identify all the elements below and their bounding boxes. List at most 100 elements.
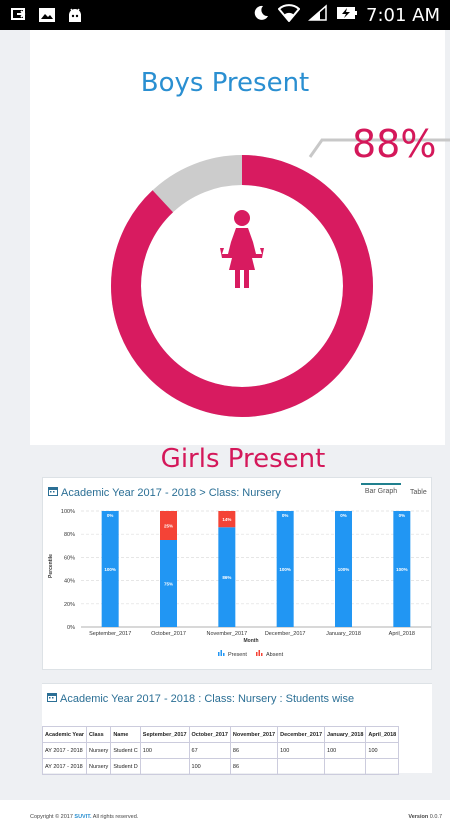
y-tick-label: 100% <box>61 509 75 515</box>
present-data-label: 100% <box>104 567 116 572</box>
column-header: Class <box>86 726 112 743</box>
table-header-row: Academic Year Class Name September_2017 Octo… <box>41 726 400 743</box>
table-cell: 100 <box>324 742 367 759</box>
absent-data-label: 14% <box>222 517 231 522</box>
x-tick-label: December_2017 <box>265 631 306 637</box>
dashboard-page: Boys Present 88% Girls Present Academic … <box>0 30 450 830</box>
table-cell <box>324 758 367 775</box>
absent-data-label: 0% <box>282 513 289 518</box>
table-cell <box>277 758 326 775</box>
present-data-label: 100% <box>338 567 350 572</box>
table-cell: 67 <box>188 742 231 759</box>
signal-icon <box>308 4 328 27</box>
rights-text: All rights reserved. <box>92 814 139 820</box>
tab-bar-graph[interactable]: Bar Graph <box>361 483 401 495</box>
copyright-text: Copyright © 2017 SUVIT. All rights reser… <box>30 814 138 820</box>
tab-table[interactable]: Table <box>410 489 427 496</box>
version-label: Version <box>408 814 429 820</box>
bar-present[interactable] <box>218 527 236 627</box>
bar-present[interactable] <box>393 511 411 627</box>
present-data-label: 100% <box>396 567 408 572</box>
column-header: November_2017 <box>229 726 279 743</box>
bar-present[interactable] <box>335 511 352 627</box>
chart-y-axis-label: Percentile <box>48 554 54 578</box>
table-cell: AY 2017 - 2018 <box>41 758 88 775</box>
legend-item-absent[interactable]: Absent <box>256 650 284 658</box>
column-header: December_2017 <box>277 726 326 743</box>
y-tick-label: 0% <box>67 625 75 631</box>
legend-item-present[interactable]: Present <box>218 650 247 658</box>
status-time: 7:01 AM <box>366 5 440 26</box>
x-tick-label: September_2017 <box>89 631 131 637</box>
legend-swatch <box>258 650 260 656</box>
bar-absent[interactable] <box>218 511 236 528</box>
legend-swatch <box>218 652 220 656</box>
table-cell: 100 <box>188 758 231 775</box>
column-header: Academic Year <box>41 726 88 743</box>
screen-cast-icon <box>10 6 28 29</box>
present-data-label: 100% <box>279 567 291 572</box>
image-icon <box>38 6 56 29</box>
table-cell: Student C <box>110 742 141 759</box>
absent-data-label: 0% <box>340 513 347 518</box>
attendance-chart-card: Academic Year 2017 - 2018 > Class: Nurse… <box>42 477 432 670</box>
table-cell: 86 <box>229 742 279 759</box>
x-tick-label: April_2018 <box>389 631 415 637</box>
x-tick-label: November_2017 <box>206 631 247 637</box>
table-cell <box>365 758 400 775</box>
table-cell: 100 <box>277 742 326 759</box>
donut-present-arc <box>111 155 373 417</box>
y-tick-label: 80% <box>64 532 75 538</box>
column-header: Name <box>110 726 141 743</box>
girls-present-title: Girls Present <box>160 444 326 474</box>
table-cell: 100 <box>139 742 190 759</box>
chart-legend: Present Absent <box>218 650 284 658</box>
girls-present-donut <box>111 138 450 417</box>
calendar-icon <box>47 692 57 705</box>
students-panel-heading: Academic Year 2017 - 2018 : Class: Nurse… <box>47 692 354 705</box>
bar-absent[interactable] <box>160 511 177 540</box>
chart-panel-title: Academic Year 2017 - 2018 > Class: Nurse… <box>61 486 281 499</box>
bar-present[interactable] <box>160 540 177 627</box>
present-data-label: 75% <box>164 582 173 587</box>
column-header: April_2018 <box>365 726 400 743</box>
legend-label: Present <box>228 652 247 658</box>
calendar-icon <box>48 486 58 499</box>
attendance-bar-chart: 0% 20% 40% 60% 80% 100% 100% 0% September_2017 75… <box>48 509 431 658</box>
table-cell: Student D <box>110 758 141 775</box>
column-header: October_2017 <box>188 726 231 743</box>
table-cell: AY 2017 - 2018 <box>41 742 88 759</box>
bar-present[interactable] <box>101 511 119 627</box>
table-cell <box>139 758 190 775</box>
do-not-disturb-icon <box>252 4 270 27</box>
column-header: September_2017 <box>139 726 190 743</box>
boys-present-title: Boys Present <box>140 68 310 98</box>
y-tick-label: 60% <box>64 555 75 561</box>
present-data-label: 86% <box>222 575 231 580</box>
absent-data-label: 25% <box>164 524 173 529</box>
table-row: AY 2017 - 2018 Nursery Student C 100 67 86 100… <box>41 742 400 759</box>
percent-leader-line <box>308 138 450 158</box>
bar-present[interactable] <box>276 511 294 627</box>
copyright-prefix: Copyright © 2017 <box>30 814 73 820</box>
legend-swatch <box>220 650 222 656</box>
brand-link[interactable]: SUVIT. <box>74 814 92 820</box>
absent-data-label: 0% <box>399 513 406 518</box>
x-tick-label: October_2017 <box>151 631 186 637</box>
girls-present-percent: 88% <box>352 122 437 166</box>
y-tick-label: 20% <box>64 602 75 608</box>
table-row: AY 2017 - 2018 Nursery Student D 100 86 <box>41 758 400 775</box>
chart-x-axis-label: Month <box>244 638 259 644</box>
battery-charging-icon <box>336 4 358 27</box>
x-tick-label: January_2018 <box>326 631 361 637</box>
legend-label: Absent <box>266 652 284 658</box>
students-wise-card: Academic Year 2017 - 2018 : Class: Nurse… <box>41 683 432 775</box>
footer: Copyright © 2017 SUVIT. All rights reser… <box>0 805 450 830</box>
version-number: 0.0.7 <box>429 814 442 820</box>
legend-swatch <box>256 652 258 656</box>
legend-swatch <box>261 653 263 656</box>
table-cell: Nursery <box>86 742 112 759</box>
table-cell: Nursery <box>86 758 112 775</box>
android-icon <box>66 6 84 29</box>
column-header: January_2018 <box>324 726 367 743</box>
